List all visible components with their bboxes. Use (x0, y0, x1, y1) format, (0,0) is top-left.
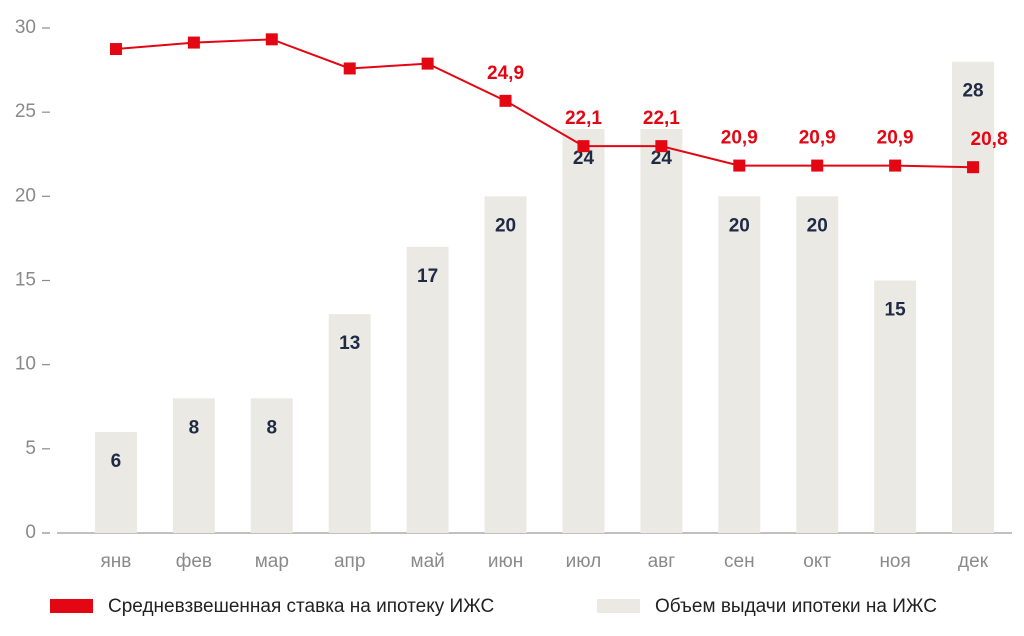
legend-swatch (50, 599, 93, 613)
line-point (265, 33, 278, 46)
x-tick-label: июл (566, 551, 602, 572)
x-tick-label: окт (803, 551, 831, 572)
bar-label: 24 (573, 148, 595, 169)
bar (328, 314, 371, 533)
line-label: 24,9 (487, 63, 524, 84)
bar-label: 17 (417, 266, 438, 287)
bar (406, 246, 449, 534)
line-point (655, 140, 668, 153)
line-point (109, 43, 122, 56)
line-point (577, 140, 590, 153)
line-point (187, 36, 200, 49)
line-point (499, 94, 512, 107)
x-tick-label: май (411, 551, 445, 572)
line-label: 22,1 (643, 108, 680, 129)
bar-label: 8 (267, 417, 278, 438)
line-point (967, 161, 980, 174)
x-tick-label: авг (648, 551, 676, 572)
x-tick-label: сен (724, 551, 755, 572)
line-point (733, 159, 746, 172)
x-tick-label: апр (334, 551, 365, 572)
bar (250, 398, 293, 533)
y-tick-label: 5 (25, 438, 36, 459)
bar-label: 13 (339, 333, 360, 354)
y-tick-label: 15 (15, 270, 36, 291)
line-label: 20,9 (877, 128, 914, 149)
bar-label: 20 (729, 215, 750, 236)
line (115, 38, 974, 169)
line-point (343, 62, 356, 75)
legend-label: Объем выдачи ипотеки на ИЖС (655, 596, 937, 617)
x-tick-label: июн (488, 551, 523, 572)
bar-label: 15 (885, 300, 907, 321)
y-tick-label: 20 (15, 185, 36, 206)
line-point (421, 57, 434, 70)
bar-label: 28 (962, 81, 983, 102)
line-label: 20,9 (721, 128, 758, 149)
bar (562, 129, 605, 533)
y-tick-label: 10 (15, 354, 36, 375)
bar (796, 196, 839, 534)
legend-label: Средневзвешенная ставка на ипотеку ИЖС (108, 596, 494, 617)
line-point (811, 159, 824, 172)
x-tick-label: янв (101, 551, 132, 572)
x-tick-label: дек (958, 551, 989, 572)
bar (874, 280, 917, 533)
bar (94, 432, 137, 533)
x-tick-label: ноя (879, 551, 910, 572)
bar-label: 8 (189, 417, 200, 438)
y-tick-label: 0 (25, 522, 36, 543)
bar (718, 196, 761, 534)
bar-label: 6 (111, 451, 122, 472)
bar (640, 129, 683, 533)
x-tick-label: мар (255, 551, 289, 572)
legend-swatch (597, 599, 640, 613)
y-tick-label: 25 (15, 101, 36, 122)
bar (172, 398, 215, 533)
bar-label: 20 (807, 215, 828, 236)
bar (484, 196, 527, 534)
bar (952, 61, 995, 534)
bar-label: 24 (651, 148, 673, 169)
line-point (889, 159, 902, 172)
line-label: 20,8 (971, 129, 1008, 150)
y-tick-label: 30 (15, 17, 36, 38)
x-tick-label: фев (176, 551, 212, 572)
line-label: 20,9 (799, 128, 836, 149)
bar-label: 20 (495, 215, 516, 236)
line-label: 22,1 (565, 108, 602, 129)
